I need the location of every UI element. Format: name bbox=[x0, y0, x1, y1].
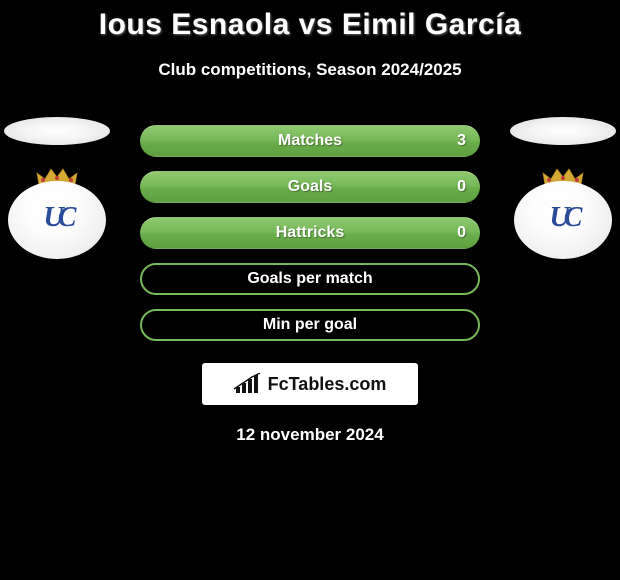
source-logo-text: FcTables.com bbox=[268, 374, 387, 395]
stat-row: Goals per match bbox=[140, 263, 480, 295]
badge-monogram: UC bbox=[550, 202, 577, 234]
badge-circle: UC bbox=[514, 181, 612, 259]
stat-label: Matches bbox=[278, 132, 342, 150]
stat-value-right: 3 bbox=[457, 132, 466, 150]
stat-value-right: 0 bbox=[457, 178, 466, 196]
bars-icon bbox=[234, 373, 262, 395]
source-logo-box: FcTables.com bbox=[202, 363, 418, 405]
stat-row: Matches 3 bbox=[140, 125, 480, 157]
player-left-placeholder bbox=[4, 117, 110, 145]
stat-rows: Matches 3 Goals 0 Hattricks 0 Goals per … bbox=[140, 125, 480, 341]
date-line: 12 november 2024 bbox=[0, 425, 620, 445]
stat-value-right: 0 bbox=[457, 224, 466, 242]
stat-row: Goals 0 bbox=[140, 171, 480, 203]
stat-label: Hattricks bbox=[276, 224, 344, 242]
stat-label: Goals bbox=[288, 178, 332, 196]
player-left-column: UC bbox=[2, 117, 112, 259]
badge-monogram: UC bbox=[44, 202, 71, 234]
stat-label: Goals per match bbox=[247, 270, 372, 288]
player-right-placeholder bbox=[510, 117, 616, 145]
page-title: Ious Esnaola vs Eimil García bbox=[0, 8, 620, 42]
stat-row: Hattricks 0 bbox=[140, 217, 480, 249]
subtitle: Club competitions, Season 2024/2025 bbox=[0, 60, 620, 80]
badge-circle: UC bbox=[8, 181, 106, 259]
stat-label: Min per goal bbox=[263, 316, 357, 334]
club-badge-right: UC bbox=[514, 171, 612, 259]
stats-area: UC UC Matches 3 bbox=[0, 125, 620, 445]
club-badge-left: UC bbox=[8, 171, 106, 259]
stat-row: Min per goal bbox=[140, 309, 480, 341]
player-right-column: UC bbox=[508, 117, 618, 259]
comparison-card: Ious Esnaola vs Eimil García Club compet… bbox=[0, 0, 620, 445]
